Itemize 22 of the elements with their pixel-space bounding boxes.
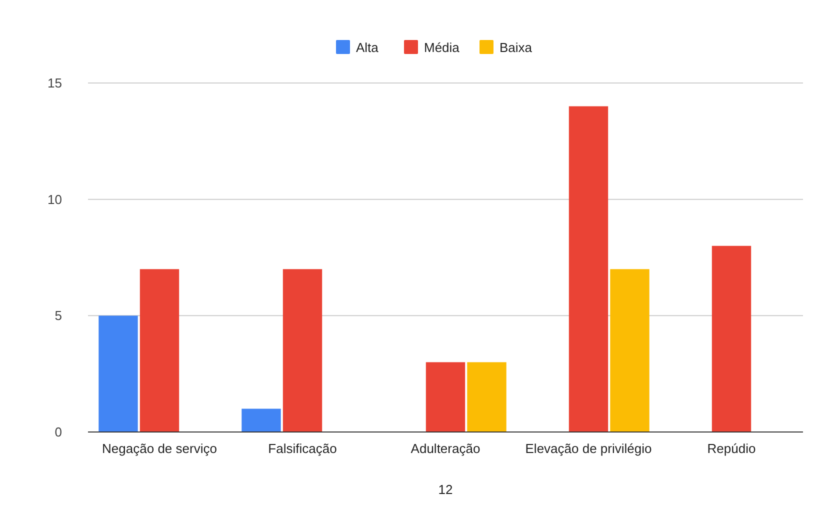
bar: [568, 106, 608, 432]
bar: [242, 408, 281, 432]
legend-label: Média: [424, 40, 460, 55]
bar: [610, 269, 650, 432]
y-tick-label: 0: [54, 424, 62, 440]
y-tick-label: 5: [54, 308, 62, 324]
bar: [426, 362, 466, 432]
y-tick-label: 10: [48, 192, 62, 207]
y-tick-label: 15: [48, 76, 62, 91]
bar: [282, 269, 322, 432]
legend-label: Alta: [356, 40, 380, 55]
bar: [140, 269, 180, 432]
x-tick-label: Falsificação: [268, 441, 337, 456]
bar: [98, 316, 138, 432]
x-axis-title: 12: [438, 482, 453, 497]
x-tick-label: Repúdio: [707, 441, 756, 456]
x-tick-label: Negação de serviço: [102, 441, 217, 456]
legend-label: Baixa: [500, 40, 533, 55]
x-tick-label: Adulteração: [410, 441, 480, 456]
x-tick-label: Elevação de privilégio: [525, 441, 652, 456]
bar: [712, 246, 752, 432]
bar: [467, 362, 506, 432]
